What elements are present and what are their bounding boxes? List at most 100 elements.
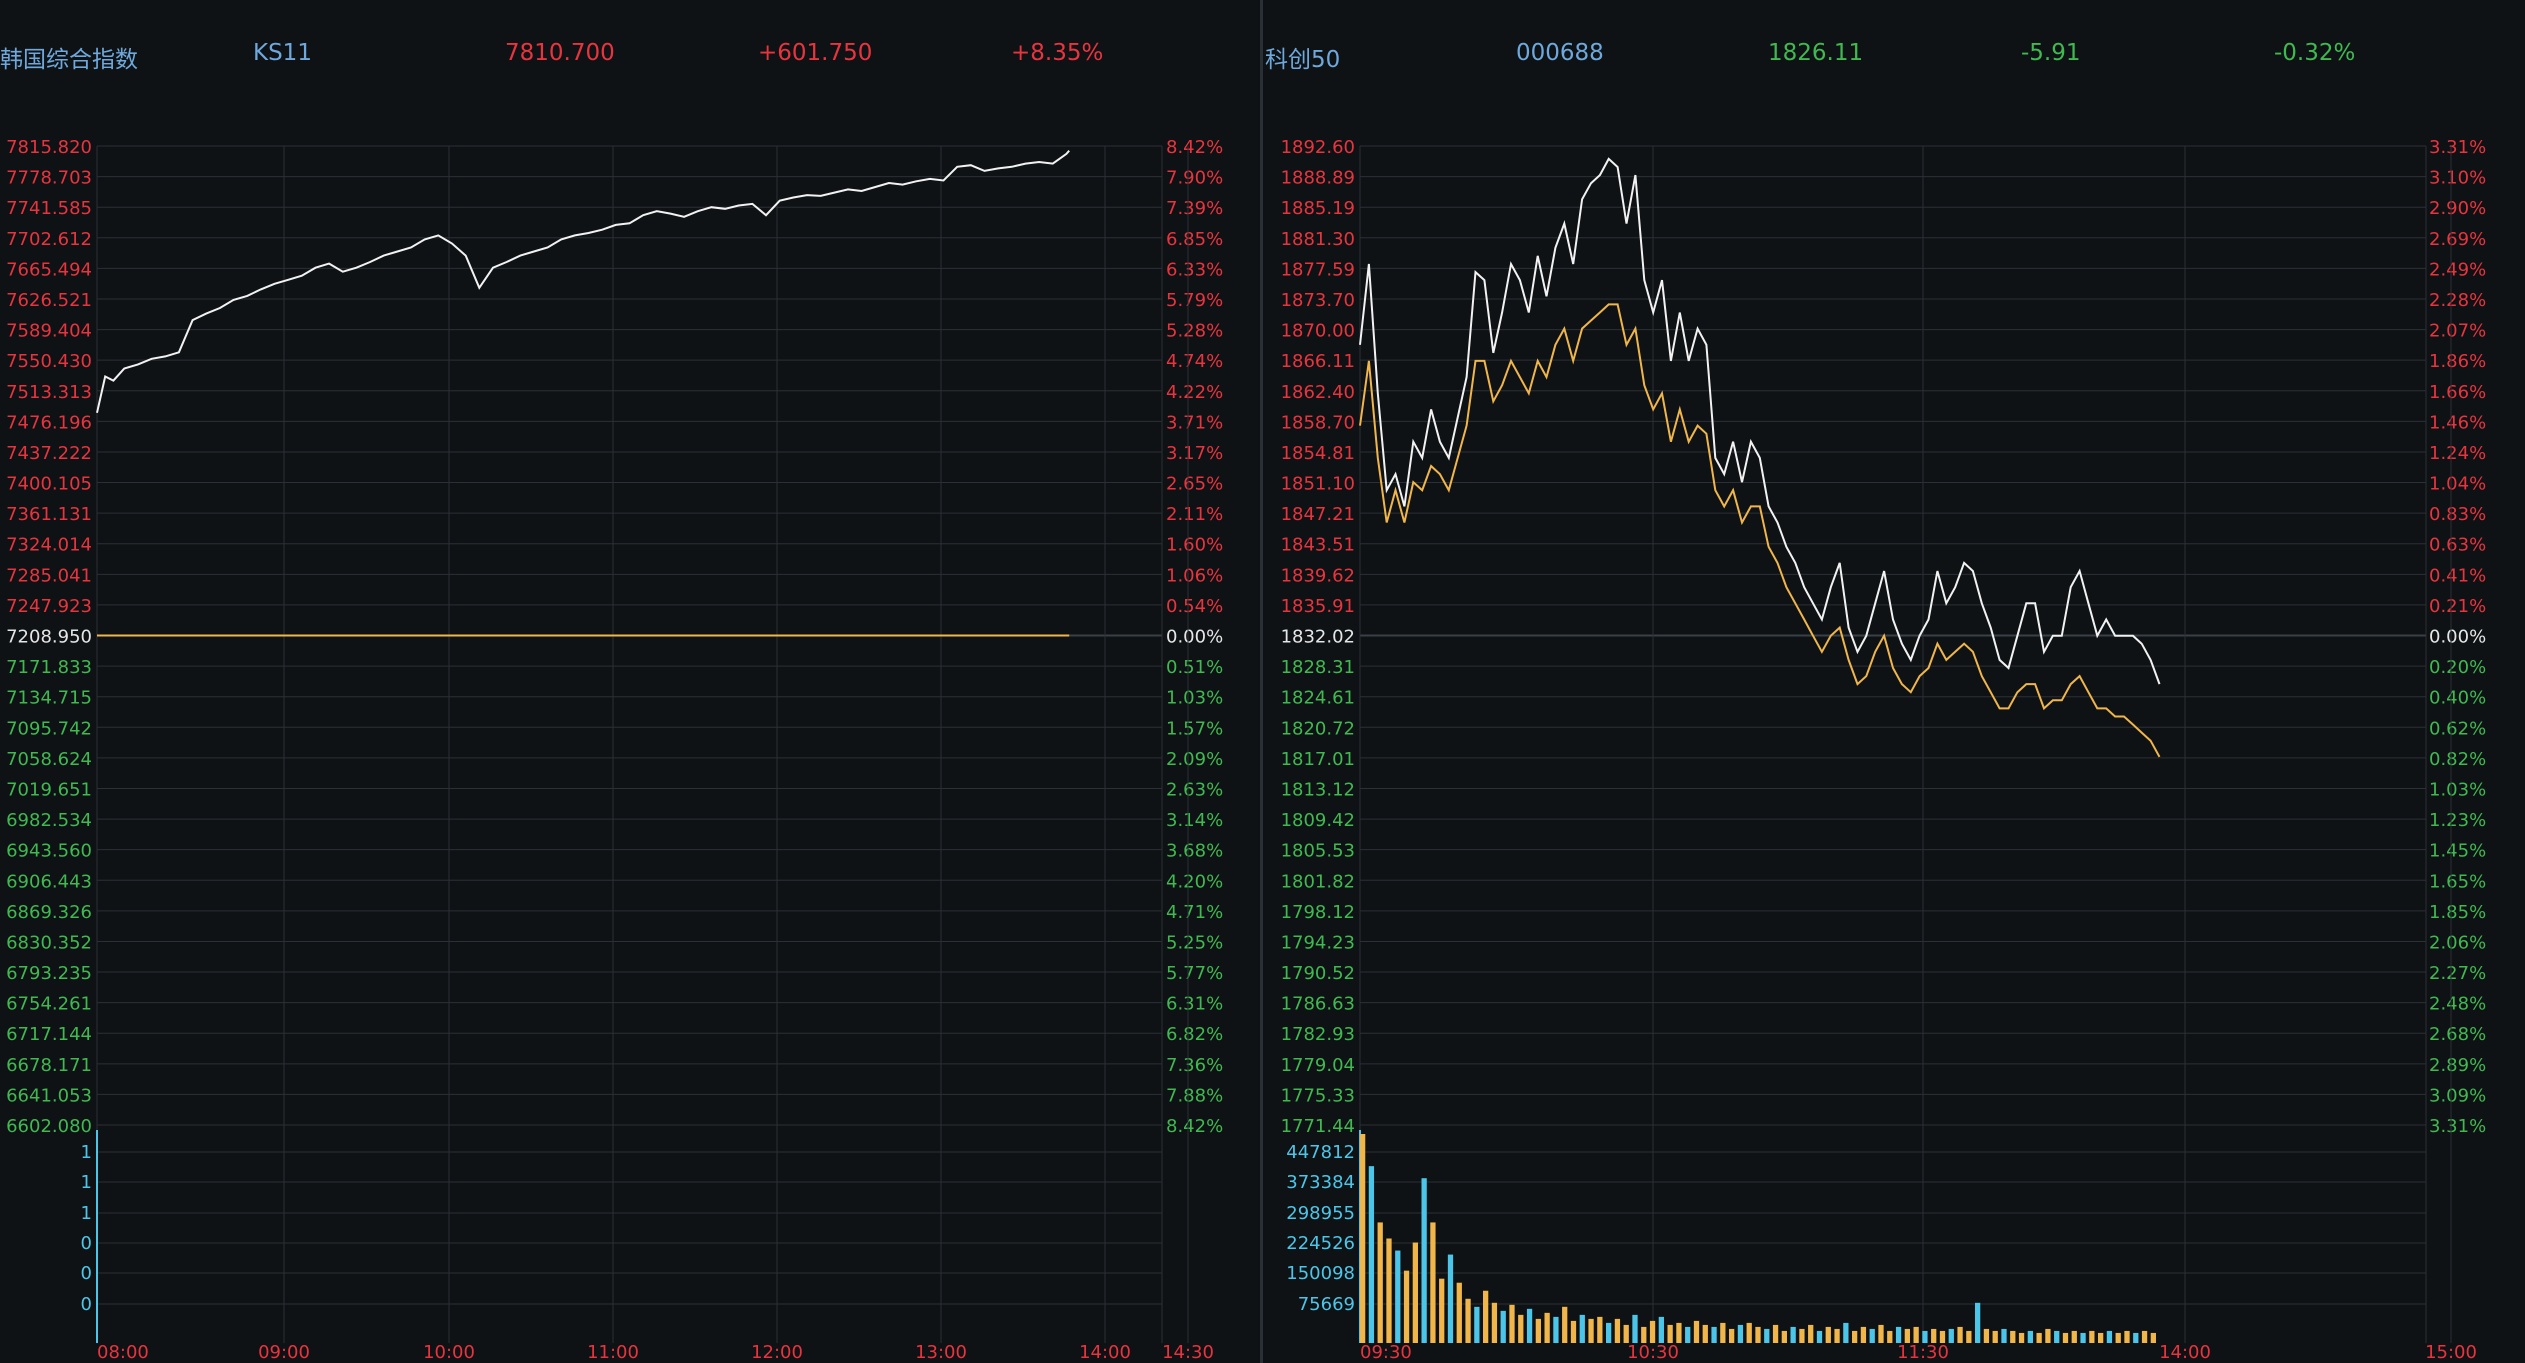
price-axis-label: 7400.105 [6, 474, 92, 495]
volume-bar [1465, 1298, 1471, 1343]
price-axis-label: 6754.261 [6, 994, 92, 1015]
price-axis-label: 7702.612 [6, 229, 92, 250]
pct-axis-label: 2.90% [2429, 198, 2486, 219]
volume-bar [1641, 1326, 1647, 1343]
pct-axis-label: 1.85% [2429, 902, 2486, 923]
pct-axis-label: 5.28% [1166, 321, 1223, 342]
volume-bar [1887, 1330, 1893, 1343]
time-tick-label: 14:00 [2159, 1342, 2211, 1363]
price-axis-label: 6717.144 [6, 1024, 92, 1045]
star50-header: 科创50 000688 1826.11 -5.91 -0.32% [1263, 40, 2525, 80]
price-line [96, 150, 1070, 414]
pct-axis-label: 2.27% [2429, 963, 2486, 984]
volume-bar [1588, 1318, 1594, 1343]
pct-axis-label: 3.68% [1166, 841, 1223, 862]
pct-axis-label: 6.33% [1166, 259, 1223, 280]
price-axis-label: 1885.19 [1281, 198, 1355, 219]
volume-bar [1430, 1222, 1436, 1343]
price-axis-label: 6869.326 [6, 902, 92, 923]
star50-change: -5.91 [2021, 40, 2081, 66]
volume-bar [1992, 1330, 1998, 1343]
volume-bar [1685, 1326, 1691, 1343]
volume-bar [1676, 1322, 1682, 1343]
pct-axis-label: 3.31% [2429, 1116, 2486, 1137]
volume-bar [1597, 1316, 1603, 1343]
volume-bar [2089, 1330, 2095, 1343]
volume-bar [1535, 1318, 1541, 1343]
average-price-line [1359, 303, 2161, 758]
price-line [1359, 157, 2161, 685]
pct-axis-label: 2.63% [1166, 779, 1223, 800]
price-axis-label: 6641.053 [6, 1085, 92, 1106]
volume-bar [2018, 1332, 2025, 1343]
price-axis-label: 7741.585 [6, 198, 92, 219]
price-axis-label: 1790.52 [1281, 963, 1355, 984]
volume-bar [1702, 1324, 1708, 1343]
volume-bar [1957, 1326, 1963, 1343]
pct-axis-label: 1.06% [1166, 565, 1223, 586]
volume-bar [1386, 1238, 1392, 1343]
price-axis-label: 1775.33 [1281, 1085, 1355, 1106]
volume-bar [1975, 1302, 1981, 1343]
volume-bar [2133, 1332, 2139, 1343]
volume-bar [1799, 1328, 1805, 1343]
volume-bar [1562, 1306, 1568, 1343]
price-axis-label: 7058.624 [6, 749, 92, 770]
time-tick-label: 10:00 [423, 1342, 475, 1363]
volume-axis-label: 0 [81, 1294, 92, 1315]
time-tick-label: 13:00 [915, 1342, 967, 1363]
volume-bar [2001, 1328, 2007, 1343]
star50-name[interactable]: 科创50 [1265, 47, 1341, 73]
time-tick-label: 11:00 [587, 1342, 639, 1363]
price-axis-label: 1782.93 [1281, 1024, 1355, 1045]
pct-axis-label: 0.21% [2429, 596, 2486, 617]
time-tick-label: 09:00 [258, 1342, 310, 1363]
kospi-chart[interactable]: 7815.820 8.42% 7778.703 7.90% 7741.585 7.39% 7… [0, 0, 1262, 1363]
volume-bar [2141, 1330, 2148, 1343]
volume-axis-label: 0 [81, 1263, 92, 1284]
pct-axis-label: 0.63% [2429, 535, 2486, 556]
volume-bar [1781, 1330, 1787, 1343]
pct-axis-label: 1.66% [2429, 382, 2486, 403]
volume-bar [2150, 1332, 2156, 1343]
volume-bar [1983, 1328, 1990, 1343]
korea-kospi-panel: 韩国综合指数 KS11 7810.700 +601.750 +8.35% 781… [0, 0, 1262, 1363]
pct-axis-label: 1.57% [1166, 718, 1223, 739]
volume-axis-label: 150098 [1286, 1263, 1355, 1284]
panel-divider [1260, 0, 1263, 1363]
price-axis-label: 1798.12 [1281, 902, 1355, 923]
price-axis-label: 7208.950 [6, 627, 92, 648]
kospi-change: +601.750 [758, 40, 873, 66]
volume-bar [1483, 1290, 1489, 1343]
pct-axis-label: 1.03% [1166, 688, 1223, 709]
star50-code[interactable]: 000688 [1516, 40, 1604, 66]
volume-bar [1764, 1328, 1770, 1343]
time-tick-label: 14:00 [1079, 1342, 1131, 1363]
volume-axis-label: 1 [81, 1142, 92, 1163]
volume-bar [1403, 1270, 1410, 1343]
volume-bar [1852, 1330, 1858, 1343]
pct-axis-label: 2.49% [2429, 259, 2486, 280]
volume-bar [1421, 1178, 1427, 1343]
time-tick-label: 08:00 [97, 1342, 149, 1363]
volume-bar [1658, 1316, 1664, 1343]
volume-bar [1729, 1328, 1735, 1343]
price-axis-label: 6906.443 [6, 871, 92, 892]
volume-bar [1579, 1314, 1585, 1343]
volume-axis-label: 75669 [1298, 1294, 1355, 1315]
time-tick-label: 14:30 [1162, 1342, 1214, 1363]
pct-axis-label: 4.22% [1166, 382, 1223, 403]
volume-bar [1895, 1326, 1902, 1343]
pct-axis-label: 3.09% [2429, 1085, 2486, 1106]
volume-bar [1966, 1330, 1972, 1343]
pct-axis-label: 8.42% [1166, 137, 1223, 158]
pct-axis-label: 1.03% [2429, 779, 2486, 800]
price-axis-label: 6793.235 [6, 963, 92, 984]
pct-axis-label: 5.79% [1166, 290, 1223, 311]
pct-axis-label: 4.20% [1166, 871, 1223, 892]
kospi-code[interactable]: KS11 [253, 40, 312, 66]
star50-chart[interactable]: 1892.60 3.31% 1888.89 3.10% 1885.19 2.90% 1881… [1263, 0, 2525, 1363]
pct-axis-label: 1.04% [2429, 474, 2486, 495]
volume-bar [2115, 1332, 2121, 1343]
kospi-name[interactable]: 韩国综合指数 [0, 47, 138, 73]
